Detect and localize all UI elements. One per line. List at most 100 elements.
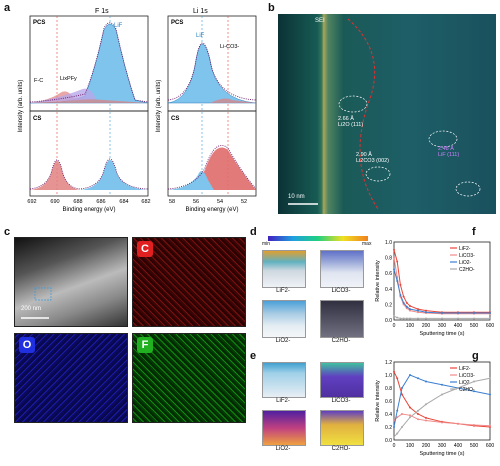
- data-point: [409, 374, 411, 376]
- lif-label-a2: LiF: [196, 33, 205, 39]
- x-tick-label: 0: [393, 323, 396, 329]
- chart-g: 0 100 200 300 400 500 600 0.0 0.2 0.4 0.6 0.8 1.0 1.2…: [375, 360, 495, 457]
- legend-label: LiCO3-: [459, 253, 475, 259]
- data-point: [393, 426, 395, 428]
- d-cube-c2ho: [320, 300, 364, 338]
- d-cube-lif: [262, 250, 306, 288]
- data-point: [417, 311, 419, 314]
- series-line: [393, 377, 491, 438]
- d-cube-lico3: [320, 250, 364, 288]
- x-tick-label: 200: [422, 323, 431, 329]
- e-cube-lico3-label: LiCO3-: [331, 398, 351, 404]
- y-tick-label: 0.2: [385, 302, 392, 308]
- data-point: [396, 409, 399, 412]
- data-point: [405, 301, 408, 304]
- y-tick-label: 0.0: [385, 318, 392, 324]
- data-point: [393, 370, 395, 373]
- colorbar-min: min: [262, 241, 271, 247]
- haadf-overlay: [21, 287, 52, 319]
- data-point: [396, 280, 399, 282]
- data-point: [402, 317, 405, 320]
- data-point: [417, 409, 419, 412]
- legend-label: LiF2-: [459, 366, 471, 372]
- data-point: [457, 317, 459, 320]
- data-point: [405, 305, 408, 308]
- data-point: [457, 387, 459, 389]
- data-point: [396, 416, 399, 419]
- chart-f: 0 100 200 300 400 500 600 0.0 0.2 0.4 0.6 0.8 1.0 Spu…: [375, 240, 495, 337]
- d-cube-c2ho-label: C2HO-: [331, 338, 351, 344]
- tem-scale-label: 10 nm: [288, 194, 305, 200]
- legend-label: C2HO-: [459, 387, 475, 393]
- x-tick-label: 600: [486, 323, 495, 329]
- data-point: [401, 393, 403, 396]
- f-map-label: F: [137, 337, 153, 353]
- data-point: [441, 317, 443, 320]
- pcs-label-left: PCS: [33, 20, 45, 26]
- legend-label: C2HO-: [459, 267, 475, 273]
- data-point: [405, 307, 408, 310]
- data-point: [393, 419, 395, 422]
- data-point: [409, 308, 411, 311]
- x-axis-label: Sputtering time (s): [420, 331, 465, 337]
- x-tick-label: 0: [393, 443, 396, 449]
- a-xtick: 686: [96, 199, 105, 205]
- data-point: [399, 317, 402, 320]
- x-tick-label: 600: [486, 443, 495, 449]
- data-point: [489, 424, 491, 427]
- colorbar: [268, 236, 368, 241]
- data-point: [425, 403, 427, 406]
- y-tick-label: 0.6: [385, 271, 392, 277]
- plot-frame: [393, 361, 491, 441]
- data-point: [425, 309, 427, 312]
- f-map: F: [132, 333, 246, 423]
- haadf-scale-label: 200 nm: [21, 306, 42, 312]
- panel-a-letter: a: [4, 2, 11, 14]
- fc-label: F-C: [34, 78, 43, 84]
- a-xtick: 58: [169, 199, 175, 205]
- data-point: [396, 377, 399, 380]
- x-tick-label: 400: [454, 323, 463, 329]
- tem-annotation-1: 2.66 Å Li2O (111): [338, 116, 364, 128]
- a-xtick: 52: [241, 199, 247, 205]
- d-cube-lico3-label: LiCO3-: [331, 288, 351, 294]
- a-xtick: 54: [217, 199, 223, 205]
- y-axis-label: Relative intensity: [375, 380, 381, 422]
- data-point: [417, 418, 419, 421]
- data-point: [473, 380, 475, 383]
- data-point: [396, 432, 399, 435]
- y-tick-label: 0.0: [385, 438, 392, 444]
- a-xtick: 684: [119, 199, 128, 205]
- data-point: [393, 315, 395, 318]
- tem-annotation-3: 2.48 Å LiF (111): [438, 146, 460, 158]
- data-point: [417, 377, 419, 380]
- data-point: [457, 311, 459, 314]
- data-point: [401, 426, 403, 428]
- cs-label-left: CS: [33, 116, 41, 122]
- a-xtick: 688: [73, 199, 82, 205]
- data-point: [401, 413, 403, 415]
- x-tick-label: 100: [406, 323, 415, 329]
- a-xtick: 692: [27, 199, 36, 205]
- f1s-title: F 1s: [95, 8, 109, 15]
- data-point: [473, 317, 475, 320]
- x-tick-label: 500: [470, 323, 479, 329]
- series-line: [393, 249, 490, 313]
- a-xtick: 56: [193, 199, 199, 205]
- e-cube-c2ho: [320, 410, 364, 446]
- lif-label-a1: LiF: [114, 23, 123, 29]
- data-point: [401, 387, 403, 389]
- y-tick-label: 0.8: [385, 386, 392, 392]
- data-point: [473, 390, 475, 393]
- legend-label: LiF2-: [459, 246, 471, 252]
- colorbar-max: max: [362, 241, 372, 247]
- o-map-label: O: [19, 337, 35, 353]
- d-cube-lio2-label: LiO2-: [275, 338, 291, 344]
- y-tick-label: 0.6: [385, 399, 392, 405]
- e-cube-lif-label: LiF2-: [276, 398, 290, 404]
- data-point: [441, 311, 443, 314]
- d-cube-lio2: [262, 300, 306, 338]
- data-point: [425, 380, 427, 383]
- data-point: [409, 317, 411, 320]
- data-point: [473, 424, 475, 427]
